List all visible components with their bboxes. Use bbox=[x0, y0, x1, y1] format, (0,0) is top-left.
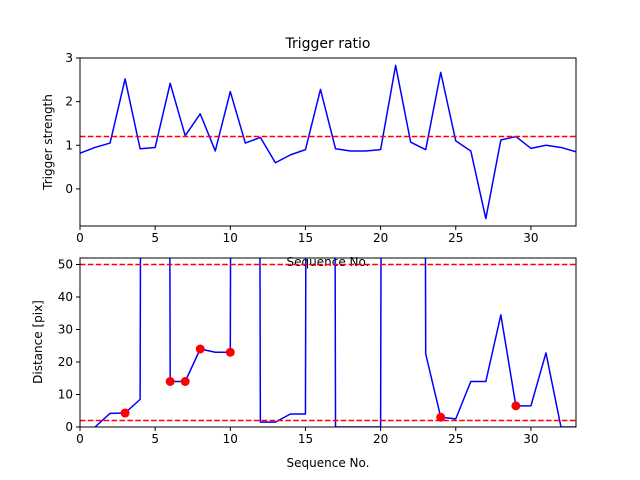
x-tick-label: 30 bbox=[523, 231, 538, 245]
plot-area bbox=[80, 64, 576, 220]
data-point-marker bbox=[195, 344, 205, 354]
x-tick-label: 20 bbox=[373, 231, 388, 245]
data-point-marker bbox=[511, 401, 521, 411]
x-tick-label: 5 bbox=[151, 432, 159, 446]
y-tick-label: 0 bbox=[65, 420, 73, 434]
distance-chart: Distance [pix] Sequence No. 0 5 10 15 20 25 30… bbox=[31, 257, 577, 470]
x-tick-label: 15 bbox=[298, 231, 313, 245]
axes-frame bbox=[79, 257, 577, 428]
data-point-marker bbox=[120, 408, 130, 418]
x-axis-label: Sequence No. bbox=[287, 456, 370, 470]
y-tick-label: 40 bbox=[58, 290, 73, 304]
y-tick-label: 3 bbox=[65, 51, 73, 65]
x-tick-label: 10 bbox=[223, 432, 238, 446]
axis-ticks: 0 5 10 15 20 25 30 0 10 20 30 40 50 bbox=[58, 258, 539, 447]
y-tick-label: 1 bbox=[65, 138, 73, 152]
y-tick-label: 10 bbox=[58, 388, 73, 402]
data-point-marker bbox=[436, 412, 446, 422]
y-tick-label: 0 bbox=[65, 182, 73, 196]
x-tick-label: 25 bbox=[448, 432, 463, 446]
y-tick-label: 30 bbox=[58, 323, 73, 337]
chart-title: Trigger ratio bbox=[284, 36, 370, 52]
x-tick-label: 10 bbox=[223, 231, 238, 245]
y-tick-label: 50 bbox=[58, 258, 73, 272]
axis-ticks: 0 5 10 15 20 25 30 0 1 2 3 bbox=[65, 51, 538, 245]
trigger-ratio-chart: Trigger ratio Trigger strength Sequence … bbox=[41, 36, 577, 269]
x-tick-label: 15 bbox=[298, 432, 313, 446]
x-axis-label: Sequence No. bbox=[287, 255, 370, 269]
series-line bbox=[94, 258, 576, 427]
y-axis-label: Distance [pix] bbox=[31, 300, 45, 384]
x-tick-label: 20 bbox=[373, 432, 388, 446]
x-tick-label: 5 bbox=[151, 231, 159, 245]
data-point-marker bbox=[180, 377, 190, 386]
y-axis-label: Trigger strength bbox=[41, 94, 55, 191]
plot-area bbox=[80, 258, 576, 427]
data-point-marker bbox=[225, 347, 235, 357]
x-tick-label: 0 bbox=[76, 432, 84, 446]
y-tick-label: 2 bbox=[65, 95, 73, 109]
x-tick-label: 30 bbox=[523, 432, 538, 446]
x-tick-label: 25 bbox=[448, 231, 463, 245]
data-point-marker bbox=[165, 377, 175, 386]
series-line bbox=[80, 64, 576, 220]
x-tick-label: 0 bbox=[76, 231, 84, 245]
axes-frame bbox=[79, 57, 577, 227]
y-tick-label: 20 bbox=[58, 355, 73, 369]
